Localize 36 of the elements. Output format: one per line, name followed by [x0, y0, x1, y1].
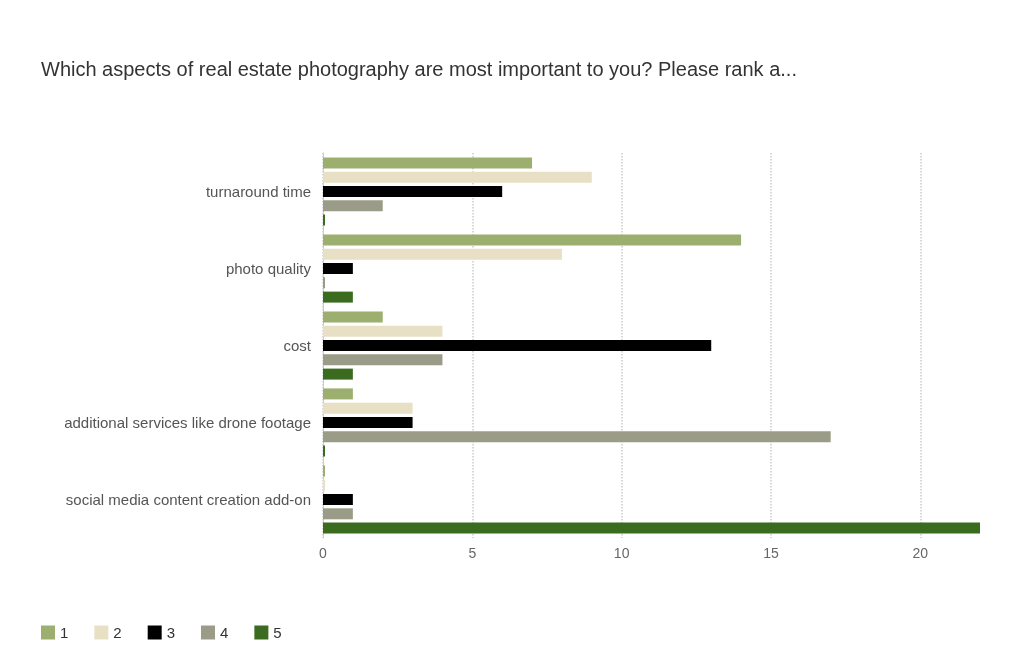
- bar: [323, 171, 592, 183]
- x-tick-label: 20: [912, 545, 929, 561]
- bar: [323, 263, 353, 274]
- legend-label: 4: [220, 624, 229, 641]
- bar: [323, 417, 413, 428]
- bar: [323, 311, 383, 323]
- bar: [323, 325, 443, 337]
- x-tick-label: 0: [319, 545, 328, 561]
- y-tick-label: social media content creation add-on: [65, 491, 311, 508]
- chart-title: Which aspects of real estate photography are most important to you? Please rank a...: [41, 58, 797, 80]
- bar: [323, 291, 353, 303]
- bar: [323, 368, 353, 380]
- bar: [323, 522, 980, 534]
- bar: [323, 508, 353, 520]
- legend-label: 2: [113, 624, 122, 641]
- bar: [323, 431, 831, 443]
- legend-label: 5: [273, 624, 282, 641]
- bar: [323, 340, 712, 351]
- x-tick-label: 5: [468, 545, 477, 561]
- y-tick-label: turnaround time: [205, 183, 311, 200]
- bar: [323, 354, 443, 366]
- legend-label: 3: [166, 624, 176, 641]
- bar: [323, 494, 353, 505]
- x-tick-label: 10: [613, 545, 630, 561]
- x-tick-label: 15: [763, 545, 779, 561]
- y-tick-label: cost: [283, 337, 312, 354]
- bar: [323, 388, 353, 400]
- y-tick-label: additional services like drone footage: [64, 414, 311, 431]
- bar: [323, 248, 562, 260]
- bar: [323, 200, 383, 212]
- bar: [323, 186, 503, 197]
- bar: [323, 402, 413, 414]
- legend-label: 1: [60, 624, 69, 641]
- bar: [323, 157, 533, 169]
- y-tick-label: photo quality: [225, 260, 312, 277]
- bar: [323, 234, 742, 246]
